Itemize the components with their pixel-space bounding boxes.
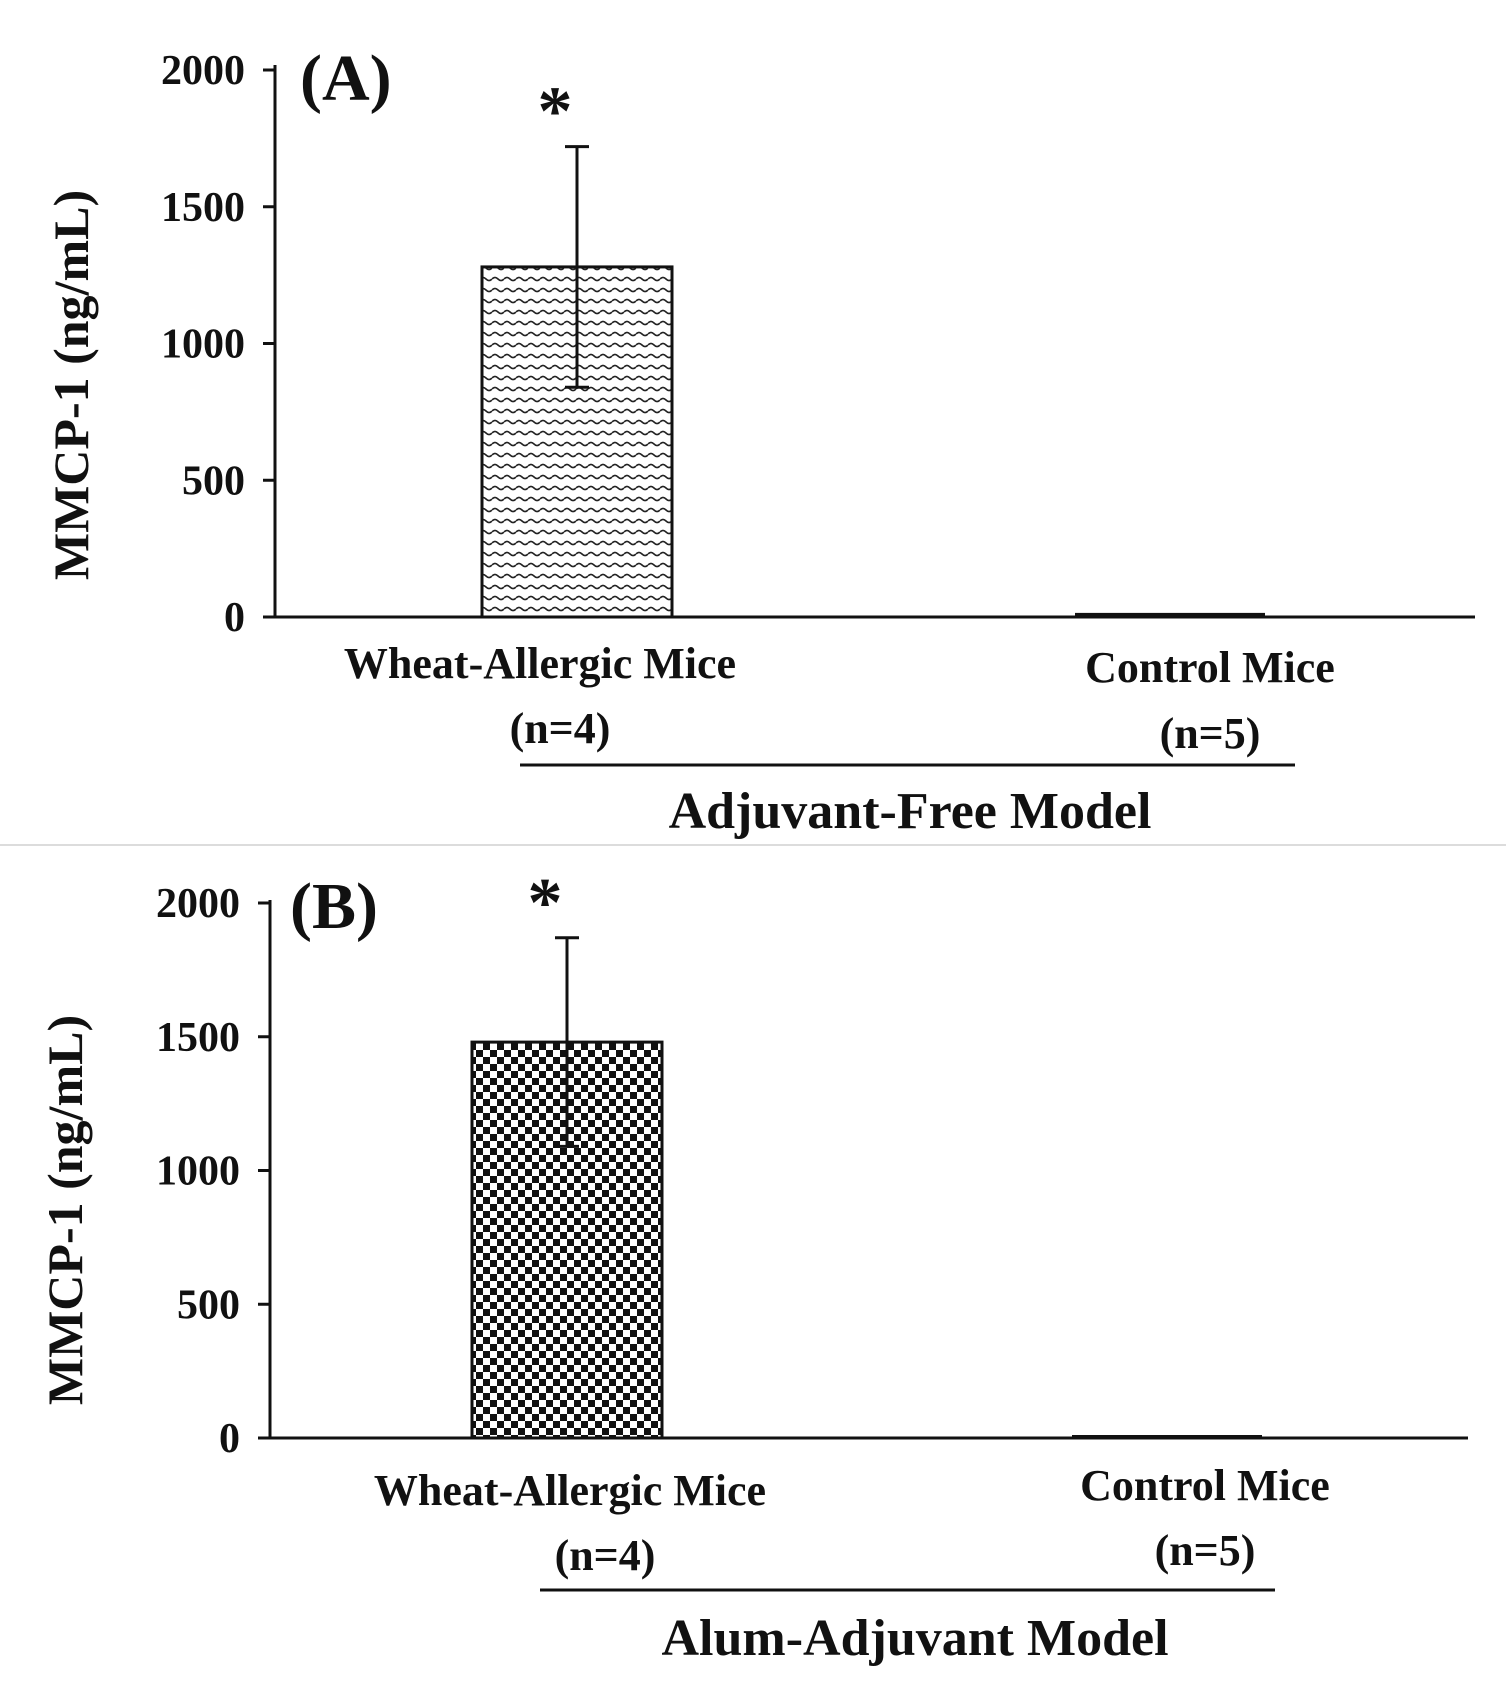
y-axis-label: MMCP-1 (ng/mL) <box>43 190 99 580</box>
category-n-0: (n=4) <box>555 1531 656 1580</box>
panel-label: (A) <box>300 42 392 115</box>
category-label-0: Wheat-Allergic Mice <box>374 1466 766 1515</box>
group-label: Alum-Adjuvant Model <box>661 1610 1168 1667</box>
category-label-1: Control Mice <box>1080 1461 1330 1510</box>
y-tick-label: 1500 <box>156 1015 240 1061</box>
bars: * <box>470 865 1262 1440</box>
category-n-0: (n=4) <box>510 704 611 753</box>
category-n-1: (n=5) <box>1160 709 1261 758</box>
category-n-1: (n=5) <box>1155 1526 1256 1575</box>
y-ticks: 0 500 1000 1500 2000 <box>156 881 270 1462</box>
y-tick-label: 0 <box>219 1416 240 1462</box>
y-tick-label: 2000 <box>161 48 245 94</box>
category-label-0: Wheat-Allergic Mice <box>344 639 736 688</box>
y-axis-label: MMCP-1 (ng/mL) <box>37 1015 93 1405</box>
bar-1 <box>1075 612 1265 617</box>
group-label: Adjuvant-Free Model <box>669 783 1152 840</box>
y-tick-label: 500 <box>177 1282 240 1328</box>
panel-a: (A) MMCP-1 (ng/mL) 0 500 1000 1500 2000 * Wh… <box>43 42 1475 840</box>
y-tick-label: 2000 <box>156 881 240 927</box>
significance-mark-0: * <box>528 865 563 942</box>
y-tick-label: 1000 <box>156 1149 240 1195</box>
y-tick-label: 0 <box>224 595 245 641</box>
panel-b: (B) MMCP-1 (ng/mL) 0 500 1000 1500 2000 * Wh… <box>37 865 1468 1667</box>
significance-mark-0: * <box>538 74 573 151</box>
y-tick-label: 500 <box>182 458 245 504</box>
bars: * <box>480 74 1265 619</box>
y-ticks: 0 500 1000 1500 2000 <box>161 48 275 641</box>
category-label-1: Control Mice <box>1085 643 1335 692</box>
y-tick-label: 1500 <box>161 185 245 231</box>
y-tick-label: 1000 <box>161 322 245 368</box>
panel-label: (B) <box>290 870 378 943</box>
